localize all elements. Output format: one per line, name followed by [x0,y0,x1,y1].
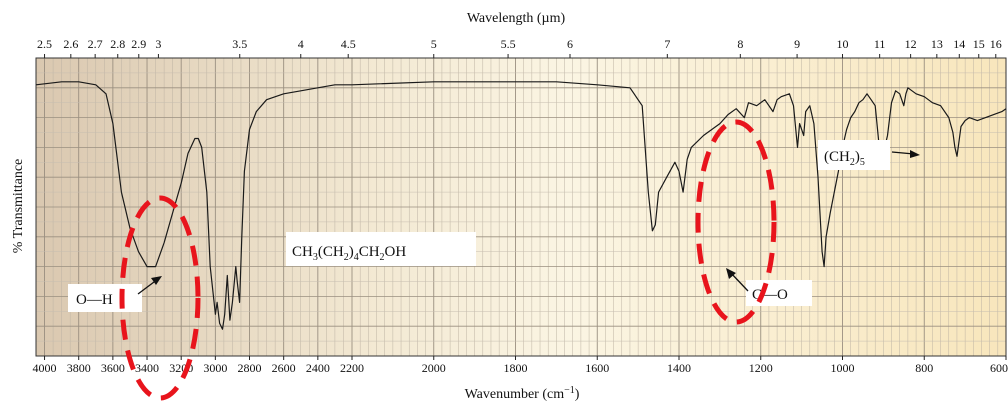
grid-layer [36,57,1007,357]
wavenumber-tick-label: 3600 [101,361,125,375]
wavenumber-tick-label: 800 [915,361,933,375]
ch2-label-box [818,140,890,170]
co-highlight-ellipse [695,119,777,325]
wavenumber-tick-label: 1600 [585,361,609,375]
ch2-arrowhead [910,150,920,158]
series-line [35,81,1007,330]
oh-highlight-ellipse [119,195,201,401]
wavenumber-tick-label: 1800 [504,361,528,375]
oh-label: O—H [76,292,113,308]
wavelength-tick-label: 2.8 [110,37,125,51]
wavenumber-tick-label: 2800 [238,361,262,375]
wavelength-tick-label: 4.5 [341,37,356,51]
wavenumber-tick-label: 2600 [272,361,296,375]
wavelength-tick-label: 16 [990,37,1002,51]
wavelength-tick-label: 7 [664,37,670,51]
wavenumber-tick-label: 3000 [203,361,227,375]
wavelength-tick-label: 12 [905,37,917,51]
oh-arrowhead [151,276,162,285]
wavenumber-tick-label: 2200 [340,361,364,375]
wavelength-tick-label: 10 [837,37,849,51]
wavelength-tick-label: 11 [874,37,886,51]
wavelength-tick-label: 15 [973,37,985,51]
wavelength-tick-label: 5 [431,37,437,51]
wavelength-tick-label: 4 [298,37,304,51]
co-arrowhead [726,268,736,279]
wavenumber-tick-label: 2000 [422,361,446,375]
wavelength-tick-label: 3.5 [232,37,247,51]
wavenumber-tick-label: 1400 [667,361,691,375]
wavelength-tick-label: 2.6 [63,37,78,51]
wavelength-tick-label: 6 [567,37,573,51]
wavelength-tick-label: 13 [931,37,943,51]
wavelength-tick-label: 2.5 [37,37,52,51]
co-label-box [746,280,812,306]
wavenumber-tick-label: 4000 [33,361,57,375]
wavelength-tick-label: 2.7 [88,37,103,51]
wavenumber-tick-label: 1200 [749,361,773,375]
top-axis-title: Wavelength (µm) [467,11,566,26]
y-axis-title: % Transmittance [11,159,26,254]
top-axis-ticks: 2.5 2.6 2.7 2.8 2.9 3 3.5 4 4.5 5 5.5 6 7 8 9 10 11 12 13 1… [37,37,1002,58]
wavelength-tick-label: 5.5 [501,37,516,51]
plot-frame [35,57,1007,357]
formula-label-box [286,232,476,266]
wavelength-tick-label: 9 [794,37,800,51]
wavenumber-tick-label: 600 [990,361,1008,375]
wavenumber-tick-label: 2400 [306,361,330,375]
oh-label-box [68,284,142,312]
wavenumber-tick-label: 1000 [831,361,855,375]
wavelength-tick-label: 2.9 [131,37,146,51]
wavenumber-tick-label: 3800 [67,361,91,375]
wavenumber-tick-label: 3400 [135,361,159,375]
wavelength-tick-label: 3 [155,37,161,51]
wavelength-tick-label: 8 [737,37,743,51]
wavelength-tick-label: 14 [953,37,965,51]
ch2-label: (CH2)5 [824,149,865,168]
bottom-axis-ticks: 4000 3800 3600 3400 3200 3000 2800 2600 2400 2200… [33,356,1008,375]
bottom-axis-title: Wavenumber (cm−1) [465,385,580,403]
compound-formula: CH3(CH2)4CH2OH [292,244,406,263]
